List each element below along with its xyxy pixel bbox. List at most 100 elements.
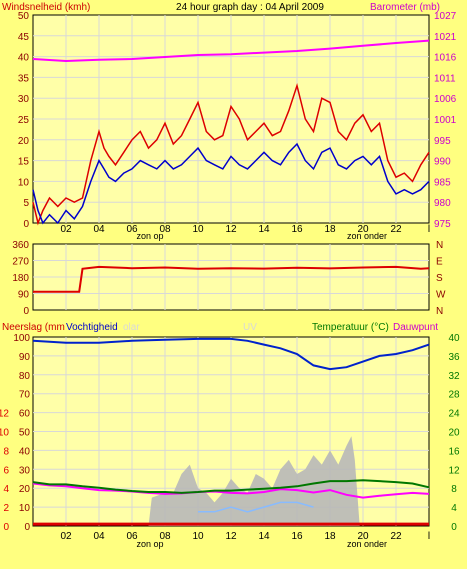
hour-tick-label: 14	[258, 531, 270, 542]
wind-speed-tick-label: 40	[18, 53, 30, 64]
barometer-tick-label: 980	[434, 198, 451, 209]
wind-speed-tick-label: 50	[18, 11, 30, 22]
sunset-label-top: zon onder	[347, 231, 387, 241]
wind-speed-tick-label: 35	[18, 73, 30, 84]
hour-tick-label: 22	[390, 224, 402, 235]
climate-rain-ticks: 0 2 4 6 8 10 12	[0, 409, 9, 533]
sunrise-label-top: zon op	[136, 231, 163, 241]
climate-solar-area	[148, 436, 360, 526]
temperature-line	[32, 479, 430, 494]
dewpoint-line	[32, 482, 430, 499]
barometer-tick-label: 1021	[434, 32, 457, 43]
rain-tick-label: 6	[3, 465, 9, 476]
direction-grid	[33, 244, 429, 310]
hour-tick-label: 04	[93, 224, 105, 235]
hour-tick-label: 02	[60, 224, 72, 235]
direction-degree-tick-label: 360	[12, 240, 29, 251]
hour-tick-label: 20	[357, 224, 369, 235]
uv-line	[198, 501, 314, 513]
barometer-tick-label: 995	[434, 136, 451, 147]
solar-area	[148, 436, 360, 526]
humidity-tick-label: 30	[19, 465, 31, 476]
humidity-tick-label: 90	[19, 352, 31, 363]
hour-tick-label: 08	[159, 531, 171, 542]
temperature-tick-label: 36	[448, 352, 460, 363]
hour-tick-label: 12	[225, 224, 237, 235]
uv-axis-title: UV	[243, 322, 257, 333]
direction-degree-tick-label: 0	[23, 306, 29, 317]
climate-x-ticks: 02 04 06 08 10 12 14 16 18 20 22 l	[60, 531, 430, 542]
climate-lines	[32, 337, 430, 526]
solar-axis-title: olar	[123, 322, 140, 333]
wind-speed-tick-label: 20	[18, 136, 30, 147]
compass-tick-label: N	[436, 240, 443, 251]
humidity-axis-title: Vochtigheid	[66, 322, 118, 333]
climate-humidity-ticks: 0 10 20 30 40 50 60 70 80 90 100	[13, 333, 30, 533]
humidity-tick-label: 50	[19, 428, 31, 439]
compass-tick-label: N	[436, 306, 443, 317]
direction-degree-tick-label: 90	[18, 290, 30, 301]
sunset-label-bottom: zon onder	[347, 539, 387, 549]
hour-tick-label: 22	[390, 531, 402, 542]
hour-tick-label: 14	[258, 224, 270, 235]
hour-tick-label: 06	[126, 224, 138, 235]
hour-tick-label: 04	[93, 531, 105, 542]
temperature-tick-label: 32	[448, 371, 460, 382]
wind-speed-tick-label: 0	[23, 219, 29, 230]
wind-direction-line	[33, 265, 430, 293]
temperature-tick-label: 24	[448, 409, 460, 420]
humidity-tick-label: 40	[19, 446, 31, 457]
wind-speed-tick-label: 45	[18, 32, 30, 43]
rain-axis-title: Neerslag (mm	[2, 322, 65, 333]
humidity-tick-label: 70	[19, 390, 31, 401]
wind-left-ticks: 0 5 10 15 20 25 30 35 40 45 50	[18, 11, 30, 230]
compass-tick-label: S	[436, 273, 443, 284]
climate-right-ticks: 0 4 8 12 16 20 24 28 32 36 40	[448, 333, 460, 533]
temperature-axis-title: Temperatuur (°C)	[312, 322, 389, 333]
hour-tick-label: 18	[324, 531, 336, 542]
barometer-tick-label: 1016	[434, 53, 457, 64]
temperature-tick-label: 28	[448, 390, 460, 401]
barometer-tick-label: 990	[434, 157, 451, 168]
barometer-tick-label: 985	[434, 177, 451, 188]
direction-lines	[33, 265, 430, 293]
hour-tick-label: 06	[126, 531, 138, 542]
temperature-tick-label: 4	[451, 503, 457, 514]
temperature-tick-label: 8	[451, 484, 457, 495]
humidity-line	[32, 337, 430, 371]
rain-tick-label: 4	[3, 484, 9, 495]
wind-x-ticks: 02 04 06 08 10 12 14 16 18 20 22 l	[60, 224, 430, 235]
compass-tick-label: W	[436, 290, 446, 301]
hour-tick-label: l	[428, 224, 430, 235]
wind-speed-tick-label: 30	[18, 94, 30, 105]
barometer-tick-label: 1006	[434, 94, 457, 105]
hour-tick-label: 16	[291, 531, 303, 542]
page-title: 24 hour graph day : 04 April 2009	[176, 2, 324, 13]
hour-tick-label: 02	[60, 531, 72, 542]
rain-tick-label: 10	[0, 428, 9, 439]
rain-tick-label: 8	[3, 446, 9, 457]
sunrise-label-bottom: zon op	[136, 539, 163, 549]
hour-tick-label: 12	[225, 531, 237, 542]
hour-tick-label: 08	[159, 224, 171, 235]
humidity-tick-label: 10	[19, 503, 31, 514]
barometer-tick-label: 1011	[434, 73, 456, 84]
barometer-axis-title: Barometer (mb)	[370, 2, 440, 13]
hour-tick-label: 20	[357, 531, 369, 542]
wind-lines	[32, 39, 430, 226]
direction-degree-tick-label: 270	[12, 257, 29, 268]
wind-gust-line	[32, 82, 430, 226]
temperature-tick-label: 12	[448, 465, 460, 476]
humidity-tick-label: 60	[19, 409, 31, 420]
humidity-tick-label: 20	[19, 484, 31, 495]
wind-speed-tick-label: 5	[23, 198, 29, 209]
wind-right-ticks: 975 980 985 990 995 1001 1006 1011 1016 1021 1027	[434, 11, 457, 230]
wind-speed-tick-label: 15	[18, 157, 30, 168]
humidity-tick-label: 100	[13, 333, 30, 344]
hour-tick-label: l	[428, 531, 430, 542]
barometer-tick-label: 1027	[434, 11, 457, 22]
humidity-tick-label: 80	[19, 371, 31, 382]
